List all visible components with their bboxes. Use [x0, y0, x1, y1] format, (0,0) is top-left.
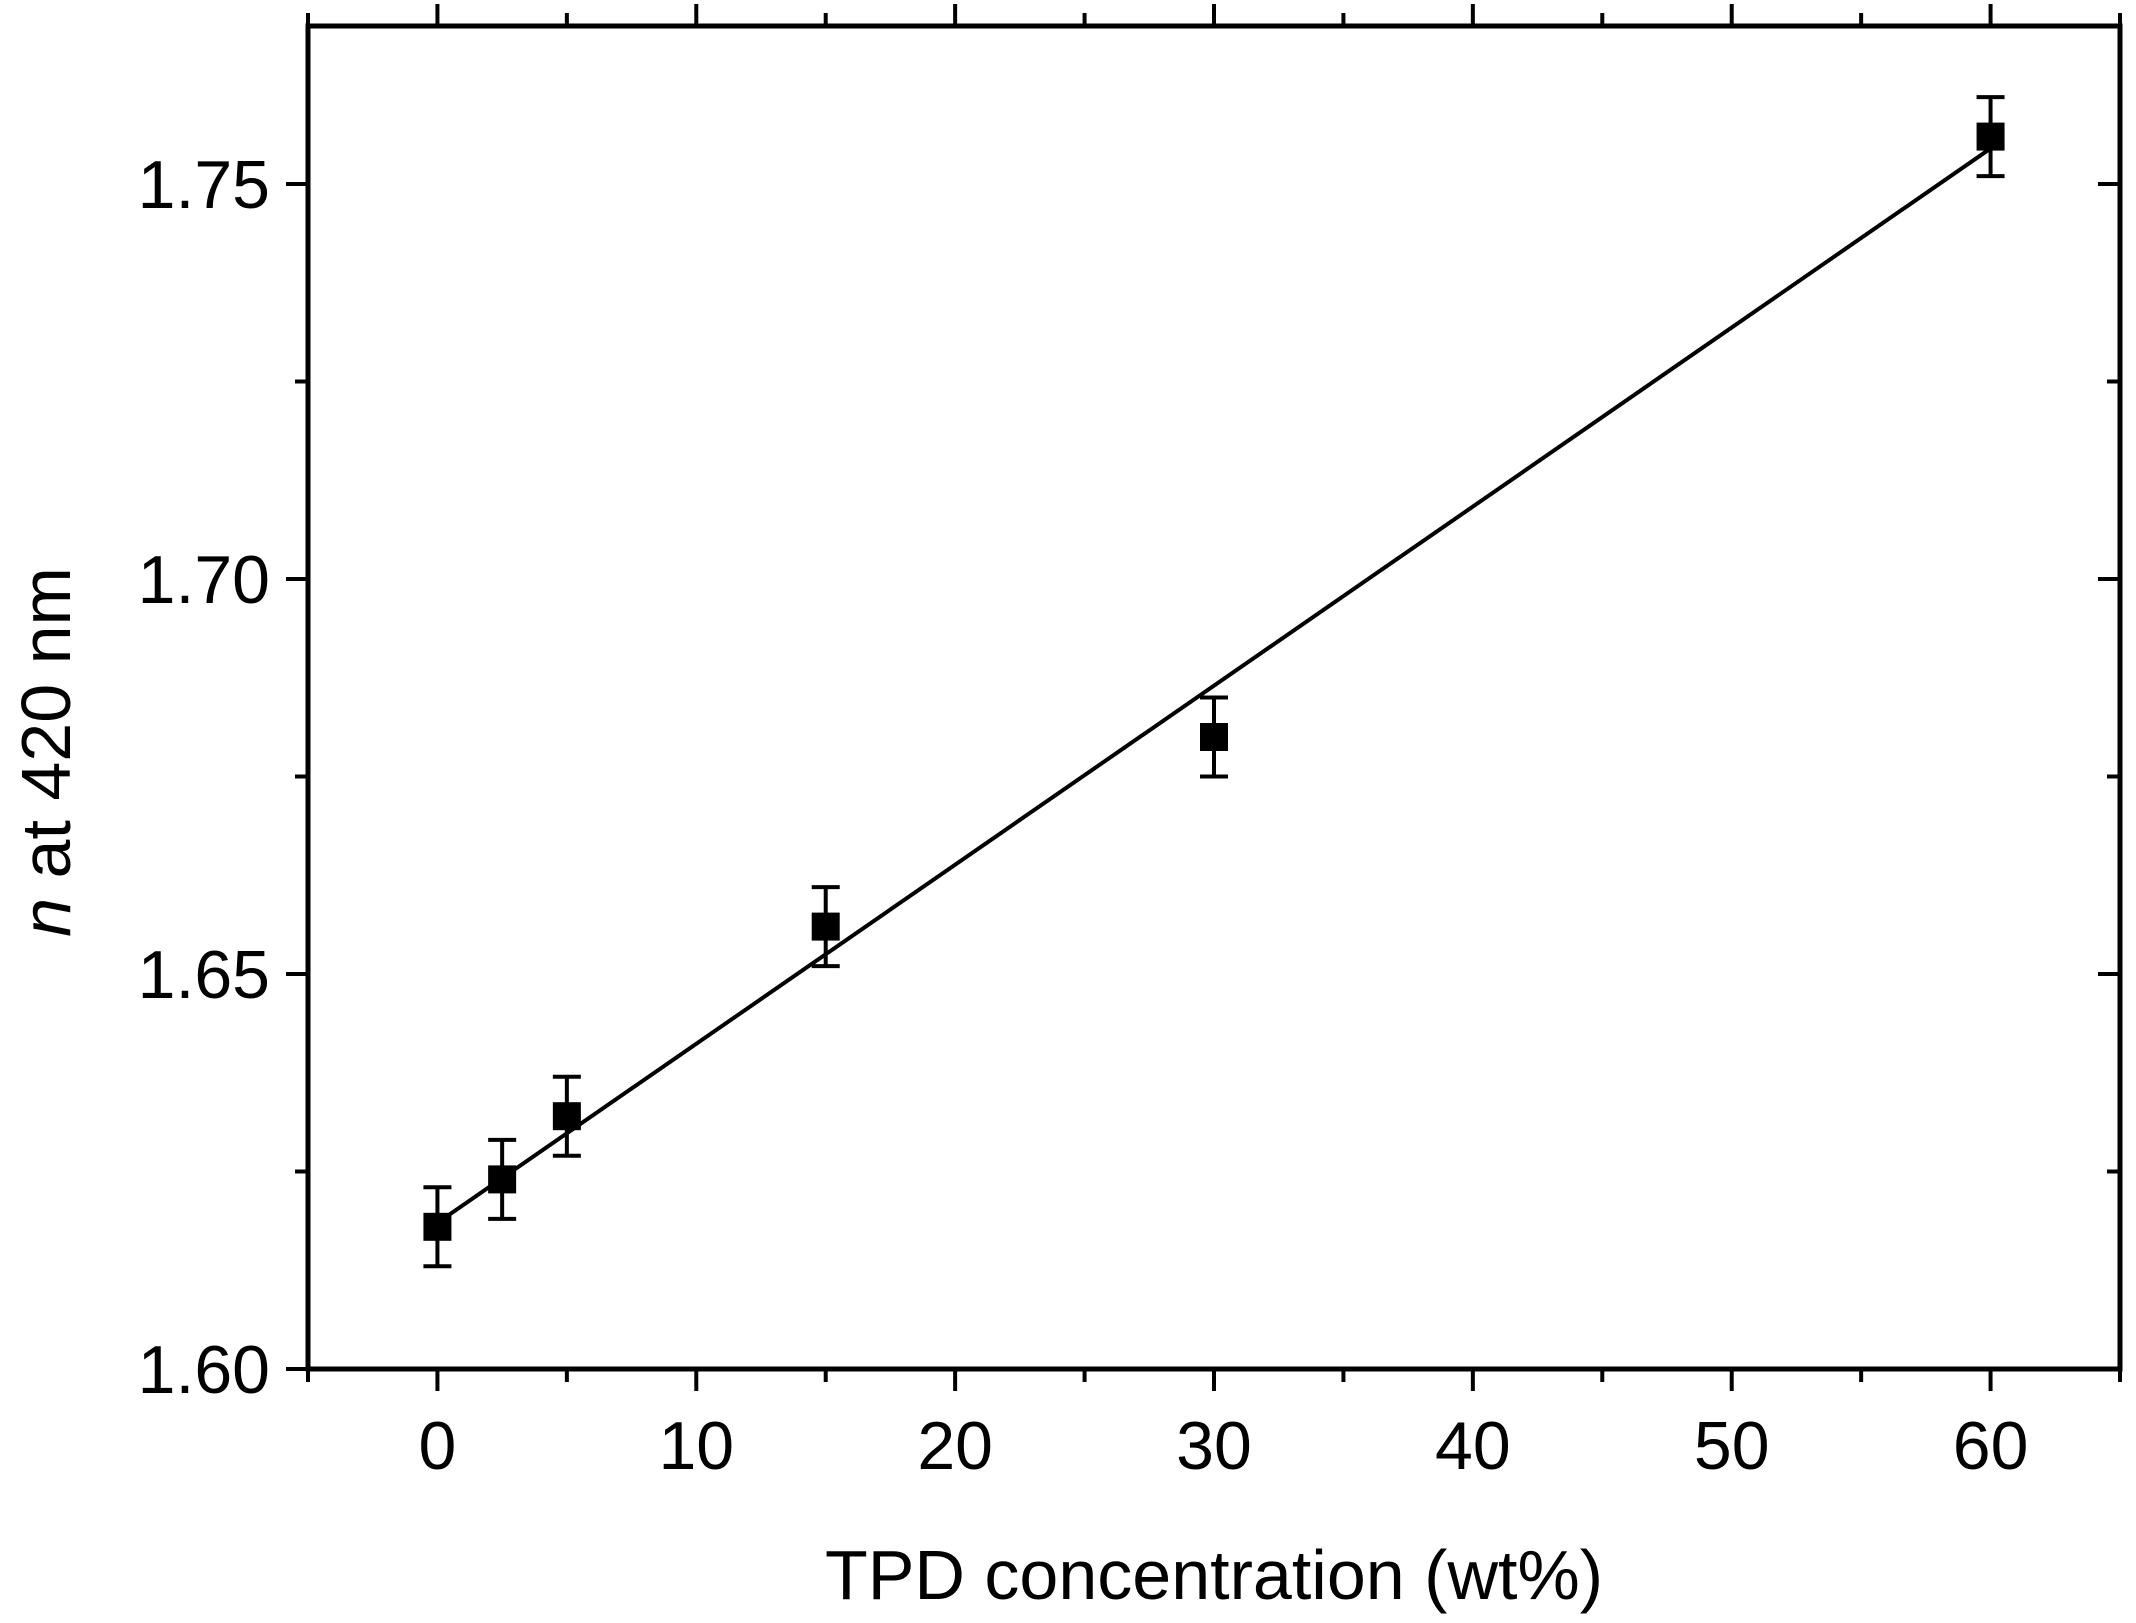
data-point	[423, 1212, 452, 1241]
x-tick-label: 0	[419, 1408, 457, 1484]
x-axis-ticks	[306, 4, 2122, 1391]
y-axis-title-unit: at 420 nm	[7, 567, 85, 898]
fit-line-layer	[436, 146, 1992, 1225]
x-tick-label: 30	[1176, 1408, 1252, 1484]
x-tick-label: 40	[1435, 1408, 1511, 1484]
data-points	[423, 122, 2005, 1241]
x-tick-label: 60	[1953, 1408, 2029, 1484]
y-axis-ticks	[286, 182, 2120, 1371]
data-point	[811, 912, 840, 941]
y-axis-tick-labels: 1.60 1.65 1.70 1.75	[138, 147, 270, 1408]
y-tick-label: 1.75	[138, 147, 270, 223]
data-point	[552, 1102, 581, 1131]
y-tick-label: 1.70	[138, 542, 270, 618]
error-bars	[423, 95, 2005, 1269]
fit-line	[436, 146, 1992, 1225]
x-tick-label: 10	[658, 1408, 734, 1484]
y-axis-title-variable: n	[7, 898, 85, 937]
x-tick-label: 50	[1694, 1408, 1770, 1484]
x-axis-title: TPD concentration (wt%)	[825, 1536, 1603, 1614]
x-axis-tick-labels: 0 10 20 30 40 50 60	[419, 1408, 2029, 1484]
data-point	[1200, 723, 1228, 751]
data-point	[488, 1165, 517, 1194]
y-tick-label: 1.60	[138, 1332, 270, 1408]
data-point	[1976, 122, 2005, 151]
y-axis-title: n at 420 nm	[7, 567, 85, 937]
x-tick-label: 20	[917, 1408, 993, 1484]
y-tick-label: 1.65	[138, 937, 270, 1013]
